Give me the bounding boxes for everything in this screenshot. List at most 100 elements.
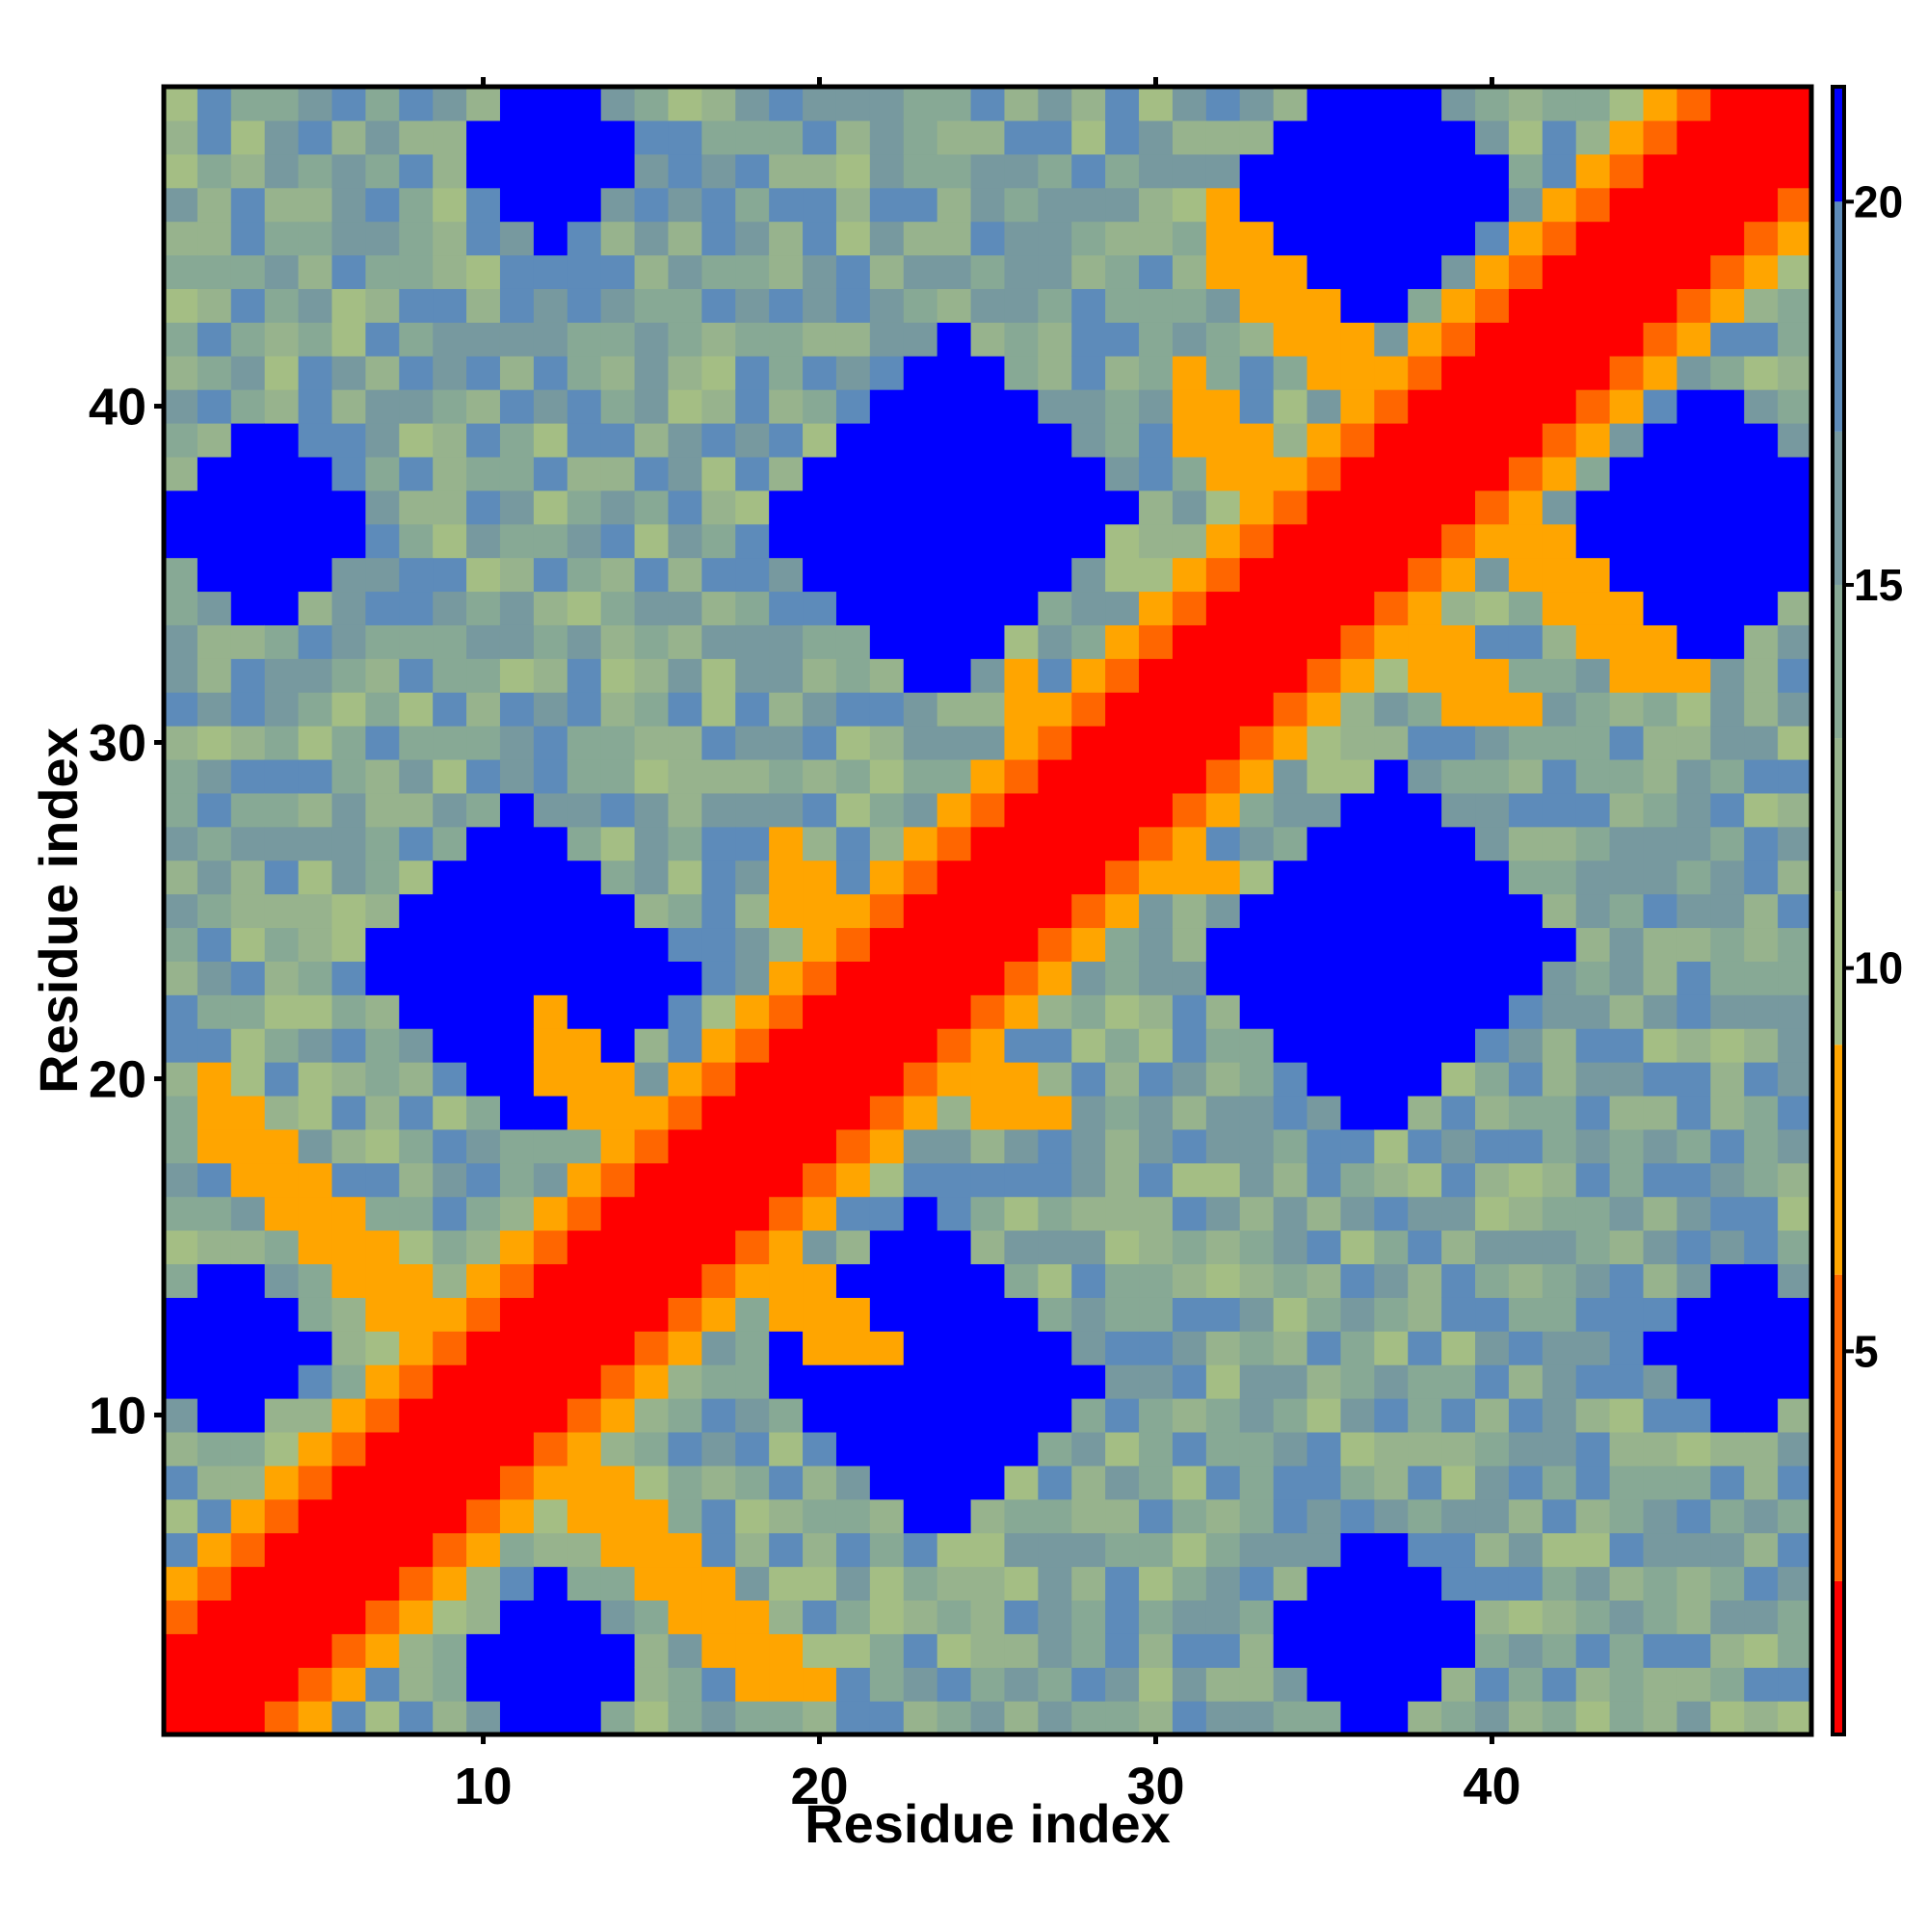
- heatmap-cell: [903, 1297, 938, 1332]
- heatmap-cell: [970, 1196, 1006, 1231]
- heatmap-cell: [701, 87, 736, 121]
- heatmap-cell: [533, 591, 568, 625]
- heatmap-cell: [1139, 1701, 1174, 1735]
- heatmap-cell: [1508, 1263, 1544, 1298]
- heatmap-cell: [1475, 119, 1510, 155]
- heatmap-cell: [298, 1230, 333, 1265]
- heatmap-cell: [803, 591, 837, 625]
- heatmap-cell: [1441, 1633, 1476, 1668]
- heatmap-cell: [1643, 624, 1678, 659]
- heatmap-cell: [533, 557, 568, 593]
- heatmap-cell: [1609, 1667, 1645, 1702]
- heatmap-cell: [1004, 1498, 1039, 1534]
- heatmap-cell: [1475, 591, 1510, 625]
- heatmap-cell: [937, 1062, 972, 1097]
- heatmap-cell: [1710, 1128, 1745, 1164]
- heatmap-cell: [769, 1667, 804, 1702]
- heatmap-cell: [1038, 490, 1072, 525]
- heatmap-cell: [567, 1162, 602, 1198]
- heatmap-cell: [769, 557, 804, 593]
- heatmap-cell: [365, 1364, 400, 1399]
- heatmap-cell: [466, 1162, 501, 1198]
- heatmap-cell: [1038, 994, 1072, 1029]
- heatmap-cell: [1441, 893, 1476, 929]
- heatmap-cell: [1239, 422, 1275, 458]
- heatmap-cell: [164, 187, 198, 223]
- heatmap-cell: [668, 1196, 702, 1231]
- heatmap-cell: [164, 1398, 198, 1433]
- heatmap-cell: [1475, 1128, 1510, 1164]
- heatmap-cell: [298, 288, 333, 323]
- heatmap-cell: [1105, 490, 1140, 525]
- heatmap-cell: [803, 87, 837, 121]
- heatmap-cell: [466, 792, 501, 828]
- heatmap-cell: [1239, 1465, 1275, 1500]
- heatmap-cell: [869, 153, 905, 189]
- heatmap-cell: [1239, 826, 1275, 861]
- heatmap-cell: [1340, 1162, 1375, 1198]
- heatmap-cell: [1340, 422, 1375, 458]
- heatmap-cell: [298, 322, 333, 357]
- heatmap-cell: [1542, 1498, 1577, 1534]
- heatmap-cell: [197, 692, 232, 727]
- heatmap-cell: [803, 557, 837, 593]
- heatmap-cell: [365, 187, 400, 223]
- heatmap-cell: [1408, 1128, 1442, 1164]
- heatmap-cell: [735, 1095, 770, 1130]
- heatmap-cell: [365, 692, 400, 727]
- heatmap-cell: [1710, 490, 1745, 525]
- heatmap-cell: [1273, 1600, 1308, 1634]
- heatmap-cell: [970, 860, 1006, 895]
- heatmap-cell: [1239, 1364, 1275, 1399]
- heatmap-cell: [1004, 1095, 1039, 1130]
- heatmap-cell: [1710, 1498, 1745, 1534]
- heatmap-cell: [701, 826, 736, 861]
- heatmap-cell: [1744, 994, 1779, 1029]
- heatmap-cell: [1205, 692, 1241, 727]
- heatmap-cell: [769, 254, 804, 289]
- heatmap-cell: [835, 1095, 871, 1130]
- heatmap-cell: [600, 1196, 636, 1231]
- heatmap-cell: [1205, 1331, 1241, 1365]
- heatmap-cell: [230, 1498, 266, 1534]
- heatmap-cell: [1778, 1498, 1812, 1534]
- heatmap-cell: [1172, 726, 1207, 760]
- heatmap-cell: [869, 288, 905, 323]
- heatmap-cell: [1575, 1431, 1611, 1467]
- heatmap-cell: [1676, 490, 1711, 525]
- heatmap-cell: [1273, 1532, 1308, 1568]
- heatmap-cell: [331, 557, 366, 593]
- heatmap-cell: [197, 860, 232, 895]
- heatmap-cell: [533, 792, 568, 828]
- heatmap-cell: [869, 1667, 905, 1702]
- heatmap-cell: [735, 389, 770, 424]
- heatmap-cell: [869, 826, 905, 861]
- heatmap-cell: [803, 1263, 837, 1298]
- heatmap-cell: [937, 1600, 972, 1634]
- heatmap-cell: [1508, 322, 1544, 357]
- heatmap-cell: [869, 1364, 905, 1399]
- heatmap-cell: [1273, 860, 1308, 895]
- heatmap-cell: [264, 792, 300, 828]
- heatmap-cell: [1475, 1532, 1510, 1568]
- heatmap-cell: [903, 1196, 938, 1231]
- heatmap-cell: [1105, 1398, 1140, 1433]
- heatmap-cell: [1710, 1431, 1745, 1467]
- heatmap-cell: [668, 1364, 702, 1399]
- heatmap-cell: [1542, 254, 1577, 289]
- heatmap-cell: [264, 1398, 300, 1433]
- heatmap-cell: [1778, 389, 1812, 424]
- heatmap-cell: [701, 389, 736, 424]
- heatmap-cell: [1004, 456, 1039, 491]
- heatmap-cell: [298, 1095, 333, 1130]
- heatmap-cell: [264, 557, 300, 593]
- heatmap-cell: [1408, 1230, 1442, 1265]
- heatmap-cell: [769, 87, 804, 121]
- heatmap-cell: [1643, 1498, 1678, 1534]
- heatmap-cell: [164, 1566, 198, 1601]
- heatmap-cell: [937, 389, 972, 424]
- heatmap-cell: [1441, 726, 1476, 760]
- heatmap-cell: [1004, 1128, 1039, 1164]
- heatmap-cell: [600, 288, 636, 323]
- heatmap-cell: [869, 658, 905, 693]
